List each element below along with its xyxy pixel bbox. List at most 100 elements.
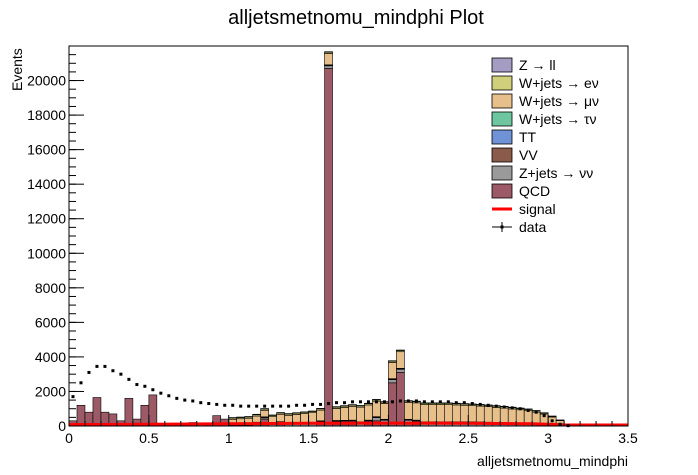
bar-w-jets- [340, 407, 349, 421]
y-tick-label: 18000 [27, 107, 66, 123]
data-point [183, 398, 187, 402]
data-point [223, 403, 227, 407]
legend-swatch-z-ll [491, 57, 513, 73]
bar-w-jets- [459, 404, 469, 423]
data-point [303, 403, 307, 407]
y-tick-label: 20000 [27, 73, 66, 89]
data-point [382, 400, 386, 404]
data-point [518, 407, 522, 411]
data-point [239, 404, 243, 408]
data-point [191, 399, 195, 403]
data-point [558, 422, 562, 426]
bar-w-jets- [436, 404, 445, 423]
legend-swatch-qcd [491, 183, 513, 199]
legend-swatch-z-jets [491, 165, 513, 181]
x-tick-label: 2 [385, 430, 393, 446]
bar-w-jets- [483, 406, 493, 423]
data-point [207, 402, 211, 406]
data-point [263, 404, 267, 408]
data-point [494, 404, 498, 408]
data-point [255, 404, 259, 408]
bar-z-ll [348, 404, 357, 406]
legend-swatch-w-jets [491, 93, 513, 109]
data-point [406, 399, 410, 403]
bar-z-ll [300, 411, 309, 413]
data-point [350, 400, 354, 404]
data-point [167, 394, 171, 398]
data-point [319, 402, 323, 406]
x-tick-label: 1.5 [299, 430, 319, 446]
legend: Z → ll W+jets → eν W+jets → μν W+jets → τν T… [491, 57, 599, 235]
data-point [358, 400, 362, 404]
bar-z-ll [340, 405, 349, 407]
data-point [143, 384, 147, 388]
bar-w-jets- [380, 403, 389, 420]
bar-z-ll [236, 416, 245, 418]
bar-z-ll [292, 412, 301, 414]
data-point [366, 400, 370, 404]
data-point [295, 403, 299, 407]
data-point [526, 408, 530, 412]
y-tick-label: 16000 [27, 142, 66, 158]
bar-w-jets- [348, 406, 357, 421]
x-axis-label: alljetsmetnomu_mindphi [477, 453, 628, 469]
legend-swatch-w-jets [491, 111, 513, 127]
data-point [414, 399, 418, 403]
bar-w-jets- [356, 406, 365, 423]
data-point [438, 400, 442, 404]
bar-z-ll [316, 408, 325, 410]
data-point [135, 383, 139, 387]
data-point [446, 400, 450, 404]
data-point [534, 410, 538, 414]
bar-w-jets- [260, 409, 269, 418]
data-point [79, 381, 83, 385]
bar-z-ll [539, 412, 549, 414]
bar-w-jets- [372, 400, 381, 417]
data-point [335, 401, 339, 405]
bar-w-jets- [420, 404, 429, 423]
bar-w-jets- [316, 409, 325, 422]
bar-z-ll [372, 399, 381, 401]
bar-qcd [92, 397, 102, 427]
bar-w-jets- [388, 362, 397, 379]
bar-w-jets- [452, 404, 461, 423]
x-tick-label: 3 [544, 430, 552, 446]
legend-label-signal: signal [519, 201, 556, 217]
data-point [71, 395, 75, 399]
data-point [486, 403, 490, 407]
y-tick-label: 4000 [35, 349, 66, 365]
data-point [550, 419, 554, 423]
bar-z-ll [324, 51, 333, 53]
bar-qcd [124, 398, 134, 427]
data-point [422, 400, 426, 404]
bar-qcd [324, 68, 333, 427]
x-tick-label: 1 [225, 430, 233, 446]
y-axis: 0 2000 4000 6000 8000 10000 12000 14000 16000 180… [27, 45, 84, 434]
legend-swatch-w-jets-e [491, 75, 513, 91]
bar-w-jets- [507, 408, 517, 424]
bar-z-ll [555, 419, 565, 421]
bar-qcd [148, 394, 158, 427]
bar-w-jets- [467, 405, 477, 423]
bar-w-jets- [276, 413, 285, 422]
bar-w-jets- [364, 404, 373, 421]
x-tick-label: 0 [65, 430, 73, 446]
data-point [215, 402, 219, 406]
data-point [247, 404, 251, 408]
data-point [271, 404, 275, 408]
bar-z-ll [284, 413, 293, 415]
data-point [478, 402, 482, 406]
data-point [311, 402, 315, 406]
legend-label-qcd: QCD [519, 183, 550, 199]
bar-w-jets- [475, 405, 485, 423]
bar-w-jets- [444, 404, 453, 423]
bar-qcd [76, 404, 86, 427]
bar-w-jets- [404, 402, 413, 420]
data-point [127, 377, 131, 381]
y-tick-label: 10000 [27, 245, 66, 261]
bar-z-ll [268, 414, 277, 416]
bar-w-jets- [396, 351, 405, 369]
plot-frame [69, 46, 628, 426]
bar-w-jets- [292, 414, 301, 424]
